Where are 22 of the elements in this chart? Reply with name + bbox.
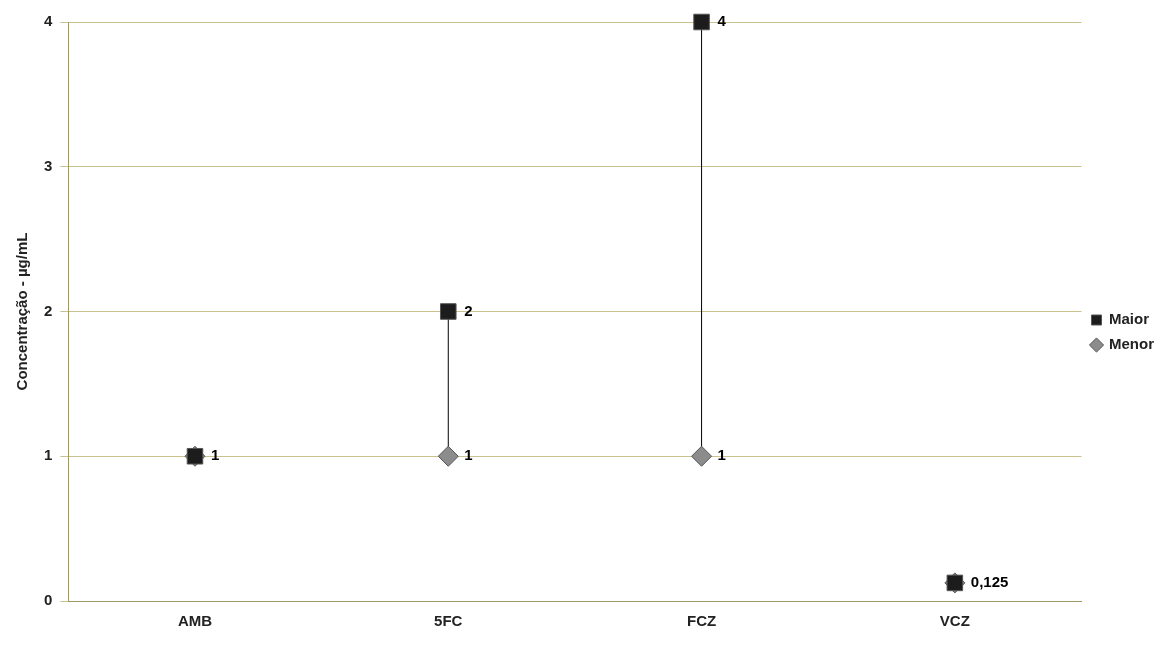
x-tick-label: AMB	[177, 612, 213, 630]
point	[693, 13, 710, 31]
y-tick-label: 2	[44, 301, 53, 319]
y-tick-label: 4	[44, 12, 53, 30]
legend-label: Maior	[1109, 310, 1150, 328]
x-tick-label: FCZ	[686, 612, 717, 630]
y-tick-label: 3	[44, 156, 53, 174]
point	[691, 445, 713, 467]
y-tick-label: 1	[44, 446, 53, 464]
data-label: 1	[717, 446, 726, 464]
x-tick-label: 5FC	[434, 612, 463, 630]
point	[440, 303, 457, 320]
x-tick-label: VCZ	[939, 612, 970, 630]
data-label: 0,125	[970, 573, 1009, 591]
data-label: 4	[717, 12, 727, 30]
y-tick-label: 0	[44, 591, 53, 609]
point	[437, 445, 459, 467]
legend-label: Menor	[1109, 335, 1155, 353]
data-label: 2	[464, 301, 473, 319]
data-label: 1	[210, 446, 220, 464]
data-label: 1	[464, 446, 473, 464]
y-axis-title: Concentração - µg/mL	[13, 232, 31, 391]
